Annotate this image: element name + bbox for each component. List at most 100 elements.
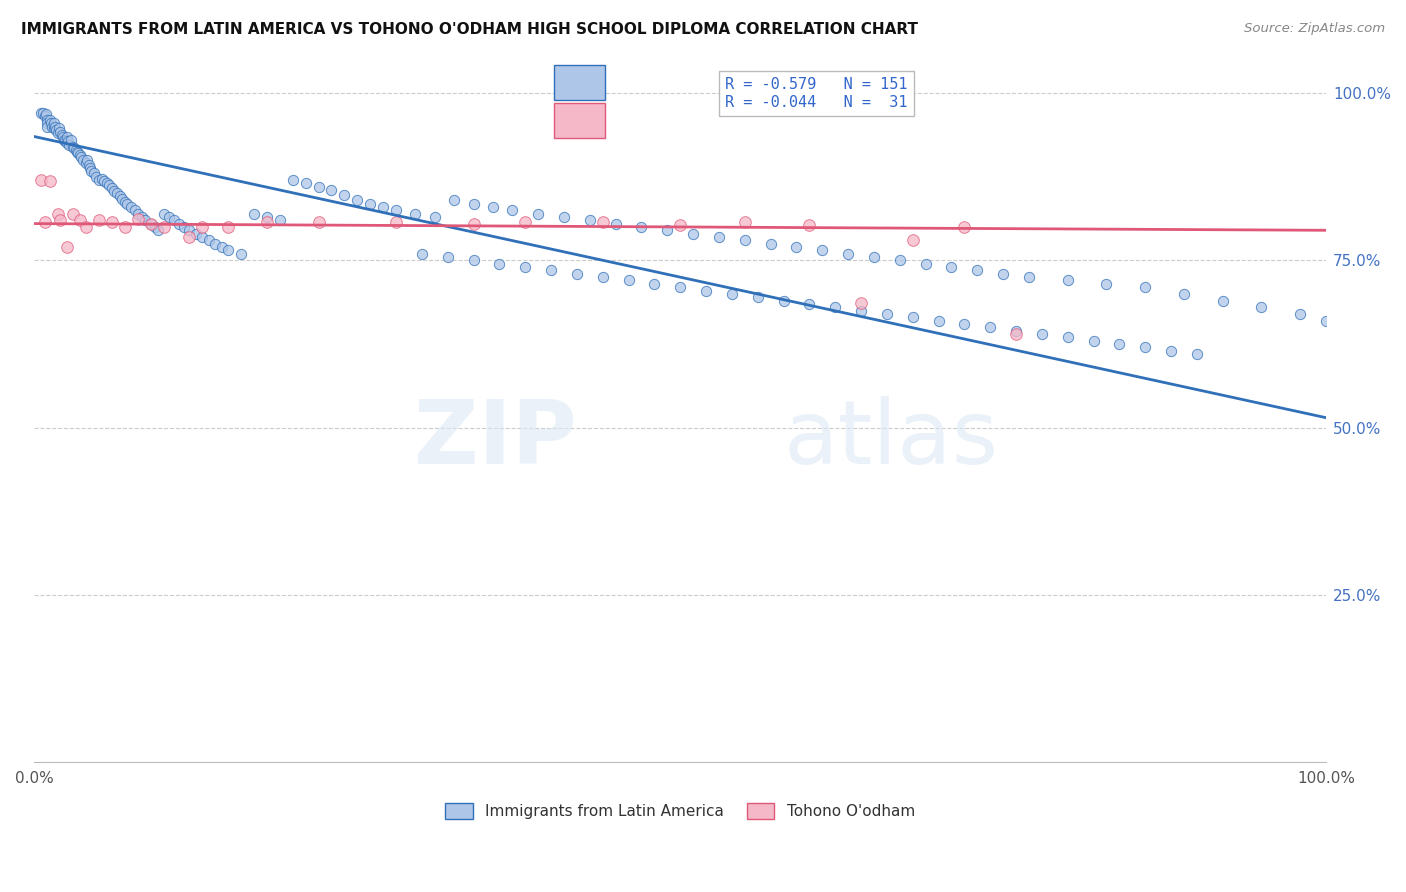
Point (37, 120, 59, 134)
Legend: Immigrants from Latin America, Tohono O'odham: Immigrants from Latin America, Tohono O'… (439, 797, 921, 825)
Point (127, 211, 149, 226)
Point (211, 240, 233, 254)
Point (333, 187, 356, 202)
Point (1083, 334, 1105, 348)
Point (849, 303, 872, 318)
Point (80, 163, 103, 178)
Point (914, 257, 936, 271)
Point (1173, 286, 1195, 301)
Point (527, 206, 550, 220)
Text: atlas: atlas (783, 396, 998, 483)
Point (799, 218, 821, 232)
Point (482, 200, 505, 214)
Point (131, 210, 153, 224)
Point (49, 213, 72, 227)
Point (953, 219, 976, 234)
Point (93, 174, 115, 188)
Point (87, 173, 110, 187)
Point (105, 186, 128, 201)
Point (70, 150, 93, 164)
Point (101, 181, 124, 195)
Point (991, 267, 1014, 281)
Point (707, 230, 730, 244)
Point (463, 196, 485, 211)
Point (785, 240, 807, 254)
Point (281, 173, 304, 187)
Point (32, 106, 55, 120)
Point (62, 139, 84, 153)
Point (294, 177, 316, 191)
Point (120, 200, 142, 214)
Point (152, 219, 174, 234)
Point (682, 227, 704, 241)
Point (423, 210, 446, 224)
Point (124, 203, 146, 218)
Point (53, 134, 76, 148)
Point (35, 107, 58, 121)
Point (721, 286, 744, 301)
Point (515, 260, 537, 274)
Point (359, 196, 381, 211)
Point (30, 173, 52, 187)
Point (269, 213, 291, 227)
Point (191, 230, 214, 244)
Point (488, 257, 510, 271)
Point (34, 214, 56, 228)
Point (34, 110, 56, 124)
Point (643, 277, 665, 291)
Point (501, 203, 523, 218)
Point (98, 178, 121, 193)
Point (75, 219, 97, 234)
Point (1005, 324, 1028, 338)
Point (103, 184, 125, 198)
Point (38, 112, 60, 127)
Point (217, 219, 239, 234)
Point (565, 267, 588, 281)
Point (72, 153, 94, 167)
Point (308, 179, 330, 194)
Point (540, 263, 562, 277)
Point (941, 260, 963, 274)
Point (77, 158, 100, 172)
Point (463, 253, 485, 268)
Point (139, 217, 162, 231)
Point (592, 270, 614, 285)
Point (152, 206, 174, 220)
Point (321, 183, 343, 197)
FancyBboxPatch shape (554, 103, 606, 138)
Point (256, 214, 278, 228)
Point (759, 236, 782, 251)
Point (404, 206, 426, 220)
Point (605, 217, 627, 231)
Point (51, 128, 73, 142)
Point (734, 214, 756, 228)
Point (799, 297, 821, 311)
Point (173, 219, 195, 234)
Point (204, 236, 226, 251)
Text: R = -0.579   N = 151
R = -0.044   N =  31: R = -0.579 N = 151 R = -0.044 N = 31 (725, 78, 908, 110)
Point (143, 219, 166, 234)
Point (96, 177, 118, 191)
Point (66, 145, 89, 159)
Point (62, 206, 84, 220)
Point (592, 214, 614, 228)
Point (515, 214, 537, 228)
Point (669, 218, 692, 232)
Point (37, 112, 59, 127)
Point (114, 194, 136, 209)
Point (1160, 343, 1182, 358)
Text: Source: ZipAtlas.com: Source: ZipAtlas.com (1244, 22, 1385, 36)
Point (163, 213, 186, 227)
Point (443, 193, 465, 207)
Point (44, 120, 66, 134)
Point (148, 223, 170, 237)
Point (1056, 330, 1078, 344)
Point (669, 280, 692, 294)
Point (1095, 277, 1118, 291)
Point (1056, 273, 1078, 287)
Point (30, 106, 52, 120)
Point (86, 169, 108, 184)
Point (179, 230, 201, 244)
Point (63, 141, 86, 155)
Point (837, 246, 859, 260)
